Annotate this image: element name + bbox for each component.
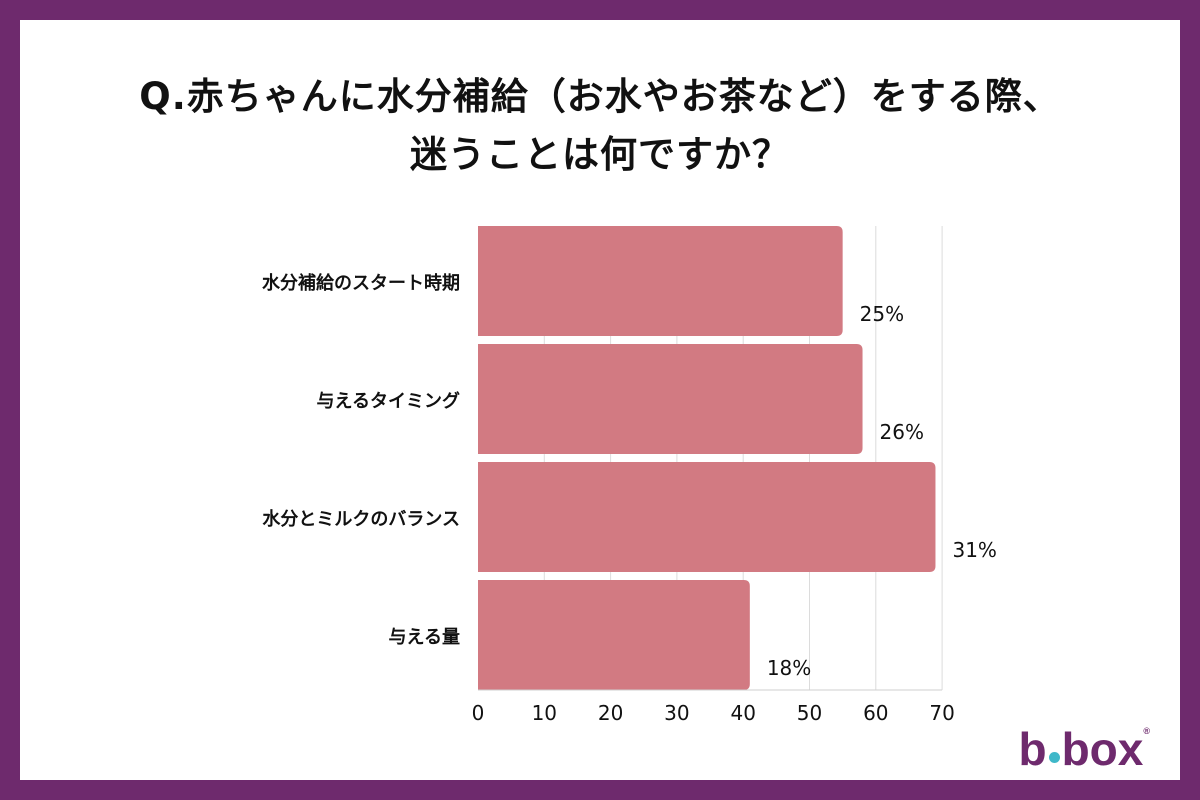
bbox-logo: b box ®: [1018, 722, 1150, 775]
logo-b: b: [1018, 723, 1047, 775]
bar: [478, 580, 750, 690]
title-line-2: 迷うことは何ですか？: [410, 133, 790, 176]
logo-dot-icon: [1048, 752, 1060, 763]
chart-title: Q.赤ちゃんに水分補給（お水やお茶など）をする際、 迷うことは何ですか？: [20, 68, 1180, 184]
category-label: 与えるタイミング: [317, 390, 460, 412]
logo-box: box: [1061, 723, 1144, 775]
bar: [478, 226, 843, 336]
value-label: 31%: [952, 538, 996, 562]
category-label: 水分とミルクのバランス: [262, 508, 460, 530]
bar: [478, 344, 863, 454]
bar: [478, 462, 936, 572]
x-tick-label: 70: [929, 701, 954, 725]
x-tick-label: 20: [598, 701, 623, 725]
x-tick-label: 60: [863, 701, 888, 725]
x-tick-label: 40: [730, 701, 755, 725]
category-label: 与える量: [389, 626, 460, 648]
value-label: 26%: [880, 420, 924, 444]
value-label: 25%: [860, 302, 904, 326]
registered-mark-icon: ®: [1143, 726, 1150, 736]
value-label: 18%: [767, 656, 811, 680]
x-tick-label: 0: [472, 701, 485, 725]
category-label: 水分補給のスタート時期: [262, 272, 460, 294]
title-line-1: Q.赤ちゃんに水分補給（お水やお茶など）をする際、: [139, 75, 1061, 118]
x-tick-label: 50: [797, 701, 822, 725]
x-tick-label: 10: [532, 701, 557, 725]
x-tick-label: 30: [664, 701, 689, 725]
